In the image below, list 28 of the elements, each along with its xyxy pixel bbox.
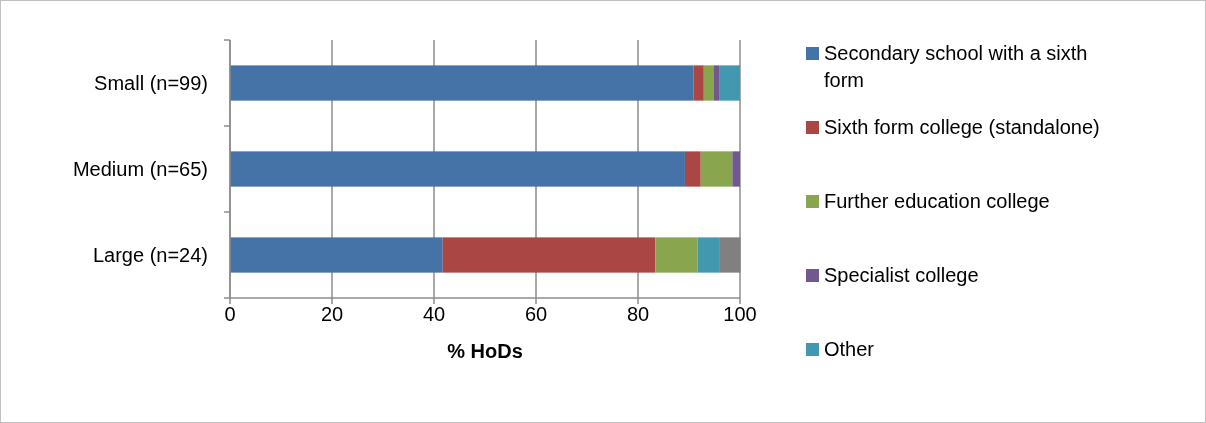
bar [719,65,740,101]
legend-label: Other [824,338,875,360]
legend-label: Further education college [824,190,1050,212]
bar [700,151,733,187]
x-tick-label: 80 [626,303,650,325]
y-tick-label: Large (n=24) [92,244,208,266]
bar [230,65,694,101]
bar [703,65,714,101]
bar [442,237,656,273]
legend-label: Secondary school with a sixth form [824,42,1088,91]
legend-label: Specialist college [824,264,979,286]
bar [693,65,704,101]
bar [697,237,720,273]
bar [230,237,443,273]
bar [655,237,698,273]
x-tick-label: 0 [224,303,236,325]
bar [230,151,685,187]
bar [732,151,740,187]
x-tick-label: 20 [320,303,344,325]
bar [713,65,720,101]
x-tick-label: 100 [723,303,757,325]
y-tick-label: Small (n=99) [94,72,208,94]
x-tick-label: 60 [524,303,548,325]
bar [684,151,701,187]
x-axis-title: % HoDs [447,340,523,362]
legend-label: Sixth form college (standalone) [824,116,1100,138]
y-tick-label: Medium (n=65) [72,158,208,180]
x-tick-label: 40 [422,303,446,325]
